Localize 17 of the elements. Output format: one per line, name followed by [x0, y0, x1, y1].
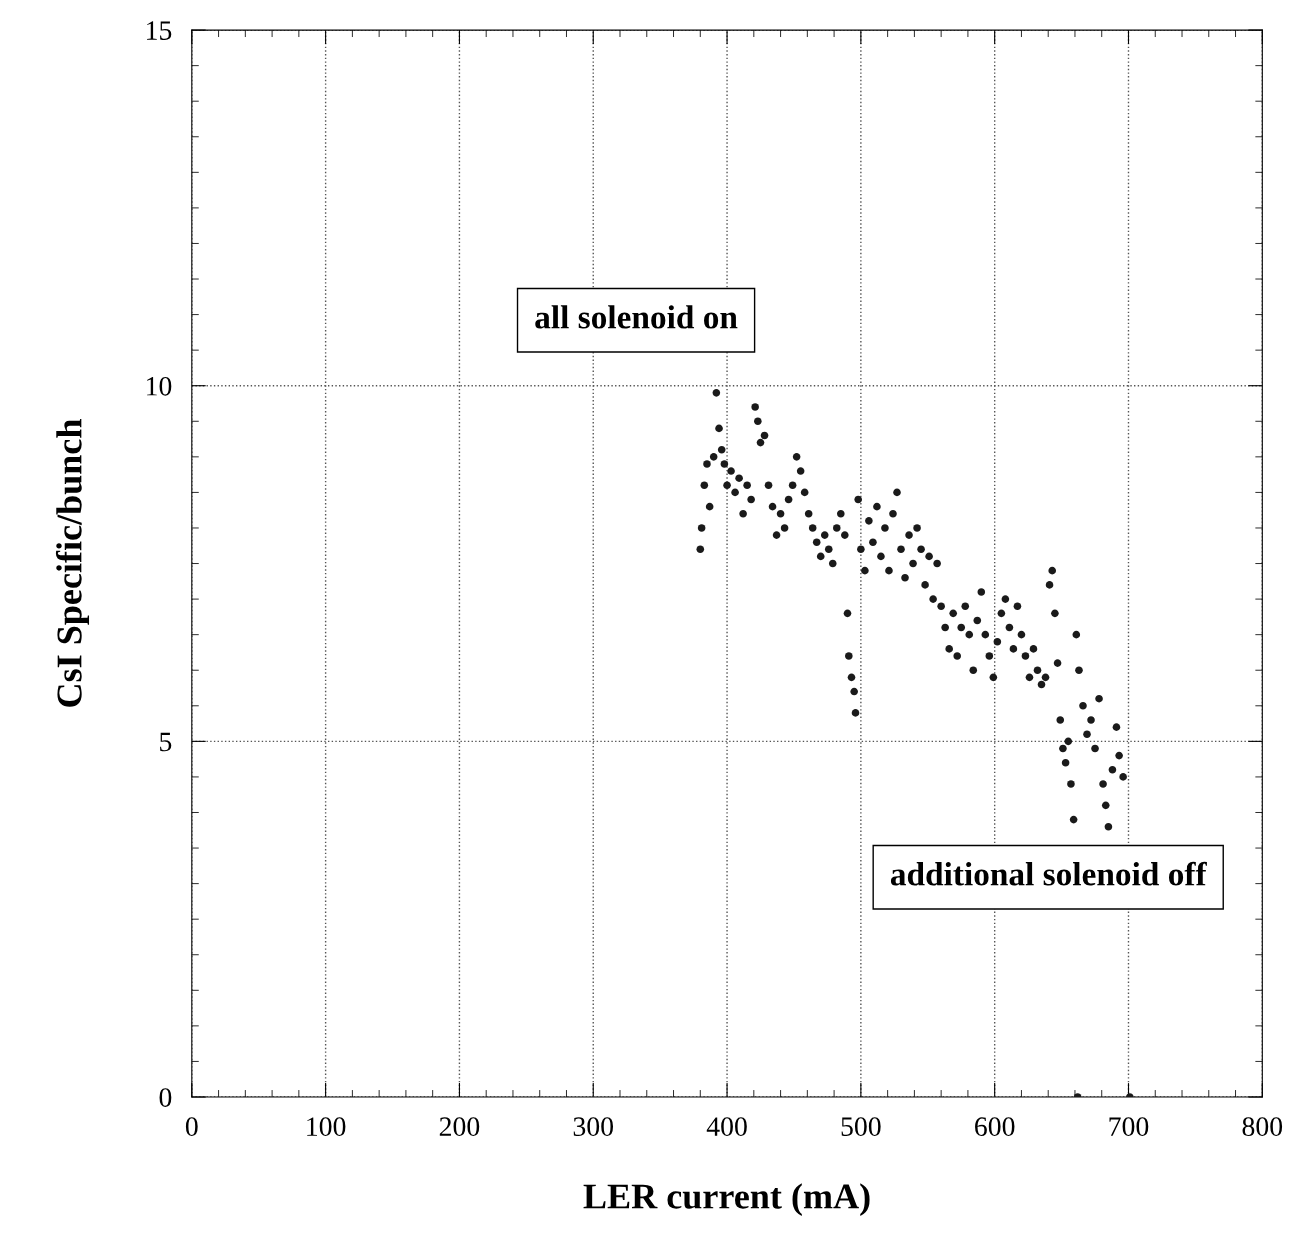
x-tick-label: 0: [185, 1117, 198, 1136]
x-tick-label: 400: [706, 1117, 747, 1136]
y-tick-label: 15: [147, 21, 172, 40]
x-tick-label: 700: [1109, 1117, 1149, 1136]
annotation: all solenoid on: [535, 305, 738, 329]
y-tick-label: 5: [160, 732, 172, 752]
y-tick-label: 0: [159, 1088, 172, 1107]
x-tick-label: 600: [975, 1117, 1015, 1136]
x-axis-title: LER current (mA): [583, 1183, 870, 1217]
x-tick-label: 300: [573, 1117, 614, 1136]
annotation: additional solenoid off: [890, 861, 1207, 886]
x-tick-label: 800: [1242, 1117, 1283, 1136]
x-tick-label: 500: [841, 1117, 881, 1136]
y-axis-title: CsI Specific/bunch: [55, 419, 90, 707]
x-tick-label: 200: [439, 1117, 480, 1136]
x-tick-label: 100: [307, 1117, 346, 1136]
y-tick-label: 10: [147, 376, 172, 396]
